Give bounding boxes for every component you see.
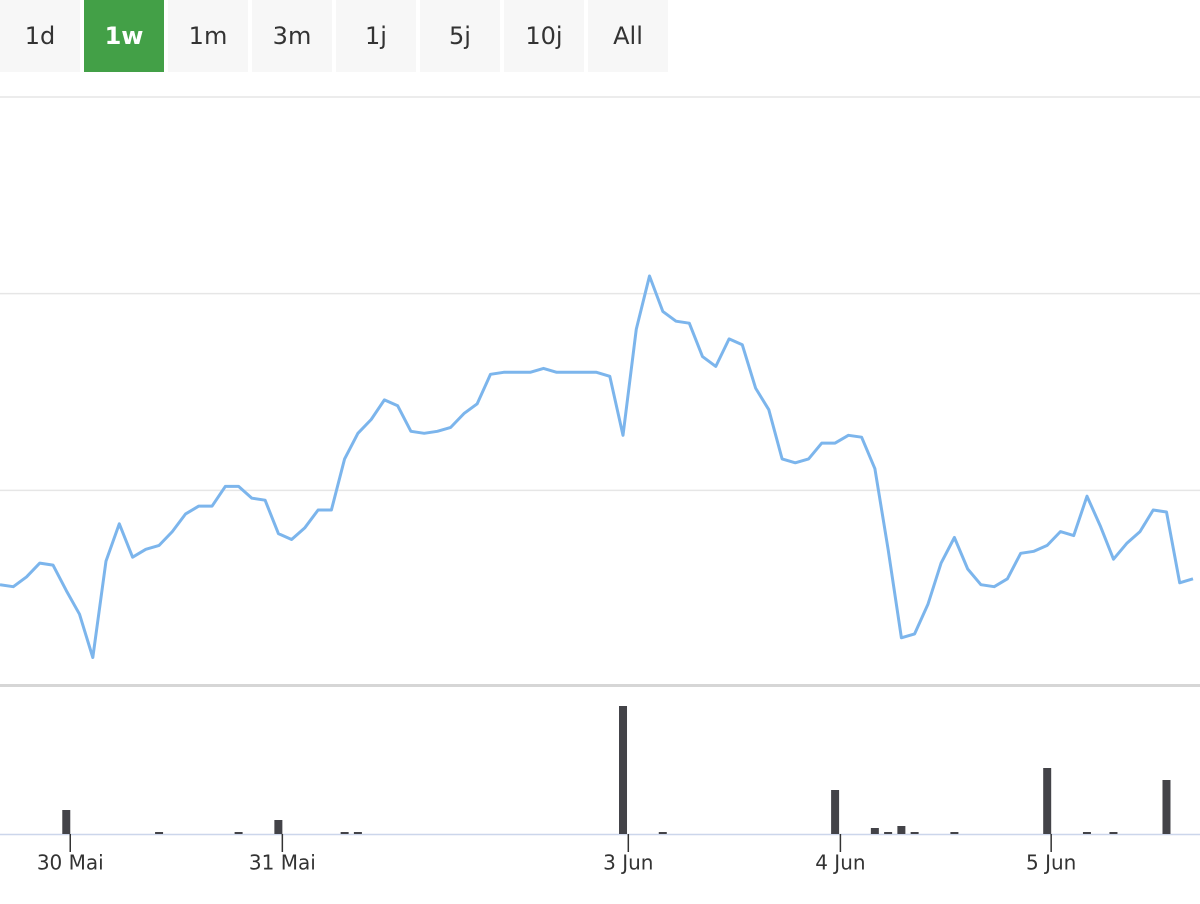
range-button-label[interactable]: 1j [365,22,387,50]
volume-bar [1043,768,1052,834]
volume-bar [884,832,893,834]
x-tick-label: 3 Jun [603,851,653,875]
range-button[interactable] [0,0,80,72]
range-button[interactable] [504,0,584,72]
x-tick-label: 5 Jun [1026,851,1076,875]
volume-bar [274,820,283,834]
volume-bar [658,832,667,834]
range-button-label[interactable]: 1m [189,22,228,50]
price-line [0,274,1194,659]
range-button[interactable] [588,0,668,72]
range-button-label[interactable]: 5j [449,22,471,50]
volume-bar [234,832,243,834]
volume-bar [950,832,959,834]
volume-bar [155,832,164,834]
range-button-label[interactable]: 1w [105,22,144,50]
x-tick-label: 4 Jun [815,851,865,875]
volume-bar [870,828,879,834]
volume-bar [619,706,628,834]
volume-bar [1082,832,1091,834]
volume-bar [831,790,840,834]
volume-bar [1162,780,1171,834]
range-button[interactable] [84,0,164,72]
range-button[interactable] [336,0,416,72]
range-button[interactable] [252,0,332,72]
range-button-label[interactable]: 3m [273,22,312,50]
volume-bar [897,826,906,834]
volume-bar [910,832,919,834]
x-tick-label: 31 Mai [249,851,316,875]
range-button-label[interactable]: 10j [525,22,562,50]
volume-bar [353,832,362,834]
x-tick-label: 30 Mai [37,851,104,875]
volume-bar [340,832,349,834]
volume-bar [1109,832,1118,834]
range-button[interactable] [168,0,248,72]
range-button[interactable] [420,0,500,72]
range-button-label[interactable]: 1d [25,22,56,50]
volume-bar [62,810,71,834]
range-button-label[interactable]: All [613,22,643,50]
